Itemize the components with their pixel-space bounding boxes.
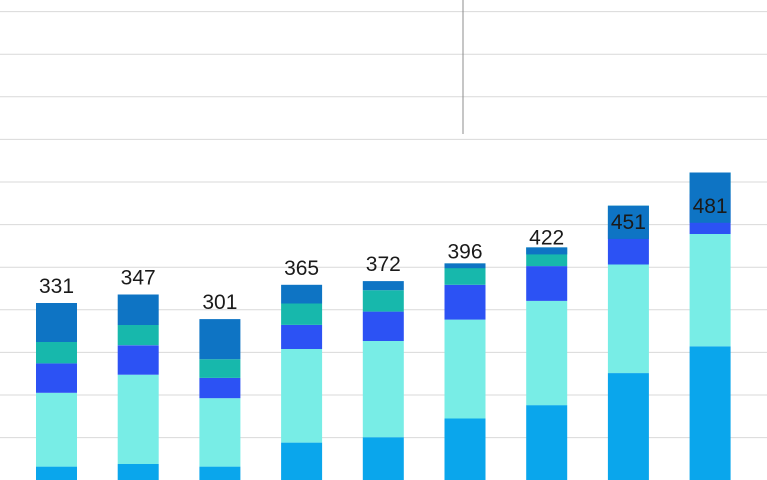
bar-segment — [281, 349, 323, 443]
bar-segment — [607, 373, 649, 480]
bar-stack — [281, 284, 323, 480]
bar-total-label: 365 — [284, 257, 319, 280]
bar-segment — [444, 319, 486, 419]
bar-segment — [199, 398, 241, 467]
bar-segment — [362, 341, 404, 438]
bar-segment — [36, 392, 77, 467]
bar-segment — [689, 234, 731, 347]
bar-total-label: 331 — [39, 275, 74, 298]
bar-segment — [526, 300, 568, 406]
bar-total-label: 481 — [693, 195, 728, 218]
bar-segment — [362, 281, 404, 291]
bar-segment — [281, 284, 323, 304]
bar-stack — [362, 281, 404, 480]
bar-segment — [526, 266, 568, 301]
bar-stack — [526, 247, 568, 480]
bar-stack — [444, 263, 486, 480]
bar-segment — [281, 324, 323, 349]
bar-segment — [281, 303, 323, 325]
bar-segment — [444, 418, 486, 480]
bar-stack — [36, 303, 77, 480]
bar-segment — [199, 377, 241, 399]
bar-segment — [36, 363, 77, 393]
bar-segment — [36, 303, 77, 342]
bar-segment — [36, 466, 77, 480]
bar-total-label: 451 — [611, 211, 646, 234]
bar-segment — [199, 319, 241, 360]
bar-segment — [117, 464, 159, 480]
bar-segment — [362, 437, 404, 480]
bar-segment — [117, 294, 159, 325]
bar-segment — [444, 284, 486, 320]
bar-segment — [689, 172, 731, 223]
bar-stack — [199, 319, 241, 480]
bar-segment — [199, 359, 241, 378]
bar-total-label: 396 — [447, 240, 482, 263]
bar-total-label: 372 — [366, 253, 401, 276]
bar-segment — [689, 346, 731, 480]
bar-segment — [607, 264, 649, 373]
bar-segment — [117, 374, 159, 464]
bar-total-label: 422 — [529, 226, 564, 249]
bar-segment — [199, 466, 241, 480]
bar-segment — [117, 345, 159, 375]
bar-segment — [117, 324, 159, 346]
bars — [36, 172, 731, 480]
bar-total-label: 301 — [202, 291, 237, 314]
bar-segment — [607, 205, 649, 239]
bar-segment — [526, 405, 568, 480]
bar-segment — [362, 290, 404, 312]
bar-stack — [607, 205, 649, 480]
bar-total-label: 347 — [121, 267, 156, 290]
bar-stack — [689, 172, 731, 480]
bar-segment — [444, 263, 486, 269]
bar-segment — [281, 442, 323, 480]
bar-segment — [526, 247, 568, 255]
bar-stack — [117, 294, 159, 480]
bar-segment — [362, 311, 404, 341]
bar-segment — [36, 342, 77, 364]
bar-segment — [444, 263, 486, 285]
total-labels: 331 347 301 365 372 396 422 451 481 — [39, 195, 728, 314]
